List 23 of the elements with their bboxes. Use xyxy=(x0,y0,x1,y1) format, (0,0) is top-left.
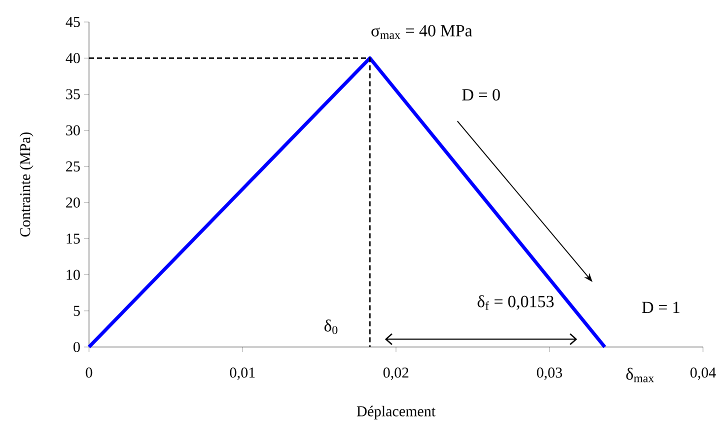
x-tick-label: 0,02 xyxy=(383,368,408,380)
x-tick-label: 0,04 xyxy=(690,368,716,380)
y-tick-label: 5 xyxy=(74,306,80,316)
annotation: δ$_{0}$ xyxy=(324,320,338,334)
annotation: D = 0 xyxy=(462,89,500,101)
y-tick-label: 0 xyxy=(74,342,80,352)
y-tick-label: 40 xyxy=(66,53,80,64)
x-tick-label: 0 xyxy=(86,368,92,378)
annotation: D = 1 xyxy=(642,302,680,313)
y-tick-label: 45 xyxy=(66,17,80,28)
annotation: δ$_{f}$ = 0,0153 xyxy=(478,295,554,310)
y-tick-label: 15 xyxy=(66,234,80,244)
y-tick-label: 25 xyxy=(66,161,80,172)
x-tick-label: 0,01 xyxy=(230,368,255,380)
y-tick-label: 10 xyxy=(66,270,80,280)
y-tick-label: 30 xyxy=(66,125,80,136)
x-tick-label: 0,03 xyxy=(536,368,562,380)
y-tick-label: 35 xyxy=(66,89,80,100)
annotation: σ$_{max}$ = 40 MPa xyxy=(371,24,472,39)
y-axis-title: Contrainte (MPa) xyxy=(20,132,34,237)
x-axis-title: Déplacement xyxy=(356,406,436,420)
text: δ$_{max}$ xyxy=(626,368,654,382)
y-tick-label: 20 xyxy=(66,198,80,208)
